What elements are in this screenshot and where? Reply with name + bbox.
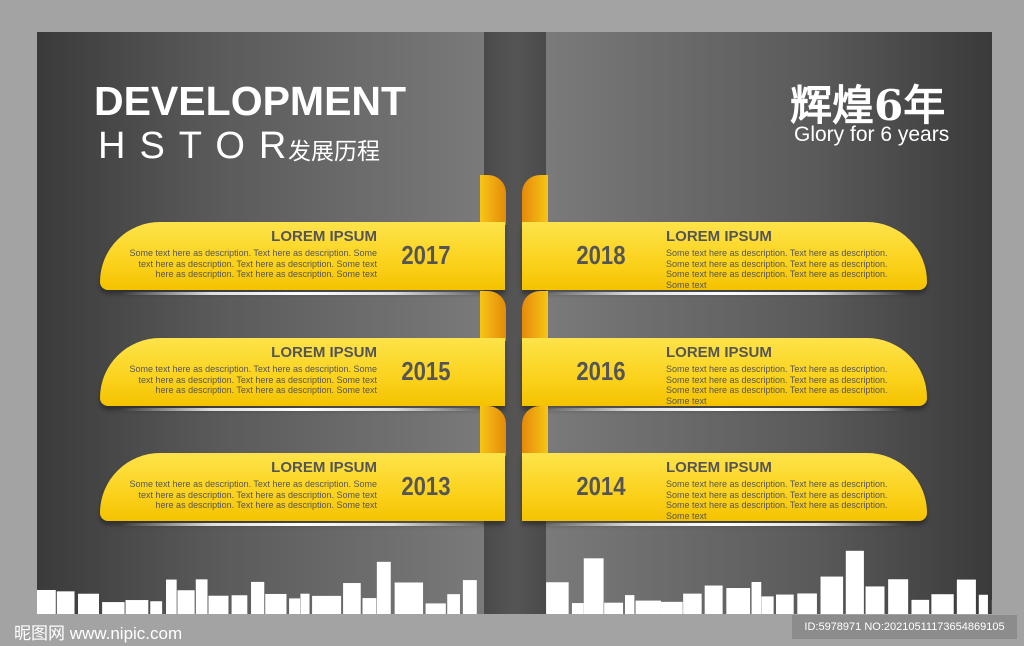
- badge-cn: 辉煌6年: [790, 81, 946, 130]
- city-skyline: [37, 550, 992, 614]
- skyline-building: [624, 595, 635, 614]
- item-description: Some text here as description. Text here…: [666, 364, 888, 406]
- skyline-building: [166, 579, 177, 614]
- item-year: 2018: [576, 240, 626, 270]
- skyline-building: [195, 579, 208, 614]
- timeline-item-2014: LOREM IPSUM Some text here as descriptio…: [522, 453, 927, 526]
- skyline-building: [751, 581, 762, 614]
- skyline-building: [289, 598, 301, 614]
- skyline-building: [208, 595, 229, 614]
- skyline-building: [571, 603, 584, 614]
- skyline-building: [820, 576, 844, 614]
- skyline-building: [150, 601, 163, 614]
- timeline-item-2013: LOREM IPSUM Some text here as descriptio…: [100, 453, 505, 526]
- skyline-building: [177, 590, 195, 614]
- item-heading: LOREM IPSUM: [271, 344, 377, 361]
- timeline-item-2017: LOREM IPSUM Some text here as descriptio…: [100, 222, 505, 295]
- ribbon-curl: [480, 175, 506, 225]
- skyline-building: [56, 591, 75, 614]
- skyline-building: [447, 594, 460, 614]
- ribbon-curl: [522, 175, 548, 225]
- item-year: 2016: [576, 356, 626, 386]
- item-description: Some text here as description. Text here…: [129, 479, 377, 510]
- timeline-item-2016: LOREM IPSUM Some text here as descriptio…: [522, 338, 927, 411]
- item-year: 2014: [576, 471, 626, 501]
- skyline-building: [343, 583, 361, 614]
- timeline-item-2015: LOREM IPSUM Some text here as descriptio…: [100, 338, 505, 411]
- item-year: 2013: [401, 471, 451, 501]
- skyline-building: [635, 600, 661, 614]
- page-subtitle: HSTOR: [98, 125, 301, 167]
- page-subtitle-cn: 发展历程: [288, 138, 380, 164]
- skyline-building: [102, 602, 125, 614]
- skyline-building: [362, 598, 377, 614]
- skyline-building: [726, 588, 751, 614]
- skyline-building: [231, 595, 248, 614]
- watermark: 昵图网 www.nipic.com: [14, 624, 183, 643]
- item-description: Some text here as description. Text here…: [666, 248, 888, 290]
- skyline-building: [583, 558, 604, 614]
- skyline-building: [776, 594, 794, 614]
- ribbon-curl: [480, 406, 506, 456]
- ribbon-curl: [480, 291, 506, 341]
- skyline-building: [845, 550, 864, 614]
- skyline-building: [956, 579, 976, 614]
- skyline-building: [394, 582, 424, 614]
- skyline-building: [125, 600, 149, 614]
- skyline-building: [300, 593, 310, 614]
- timeline-item-2018: LOREM IPSUM Some text here as descriptio…: [522, 222, 927, 295]
- item-heading: LOREM IPSUM: [271, 459, 377, 476]
- page-title: DEVELOPMENT: [94, 78, 407, 124]
- item-description: Some text here as description. Text here…: [666, 479, 888, 521]
- badge-en: Glory for 6 years: [794, 123, 950, 146]
- ribbon-curl: [522, 406, 548, 456]
- item-heading: LOREM IPSUM: [666, 344, 772, 361]
- skyline-building: [911, 599, 930, 614]
- skyline-building: [865, 586, 885, 614]
- skyline-building: [78, 593, 99, 614]
- skyline-building: [683, 593, 702, 614]
- item-heading: LOREM IPSUM: [666, 228, 772, 245]
- item-heading: LOREM IPSUM: [666, 459, 772, 476]
- skyline-building: [761, 596, 774, 614]
- skyline-building: [660, 601, 683, 614]
- skyline-building: [888, 579, 909, 614]
- skyline-building: [251, 581, 265, 614]
- item-year: 2015: [401, 356, 451, 386]
- skyline-building: [704, 585, 723, 614]
- skyline-building: [376, 561, 391, 614]
- skyline-building: [37, 589, 56, 614]
- image-id: ID:5978971 NO:20210511173654869105: [792, 615, 1017, 639]
- skyline-building: [312, 595, 342, 614]
- ribbon-curl: [522, 291, 548, 341]
- skyline-building: [604, 602, 624, 614]
- skyline-building: [546, 582, 569, 614]
- skyline-building: [978, 594, 988, 614]
- skyline-building: [931, 594, 954, 614]
- item-description: Some text here as description. Text here…: [129, 364, 377, 395]
- skyline-building: [265, 593, 287, 614]
- skyline-building: [797, 593, 817, 614]
- skyline-building: [462, 580, 477, 614]
- item-heading: LOREM IPSUM: [271, 228, 377, 245]
- item-description: Some text here as description. Text here…: [129, 248, 377, 279]
- skyline-building: [425, 603, 446, 614]
- item-year: 2017: [401, 240, 451, 270]
